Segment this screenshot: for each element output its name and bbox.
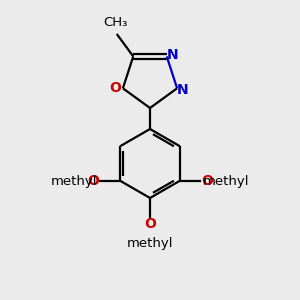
Text: N: N (177, 83, 188, 97)
Text: methyl: methyl (203, 175, 250, 188)
Text: methyl: methyl (50, 175, 97, 188)
Text: O: O (110, 81, 121, 95)
Text: CH₃: CH₃ (104, 16, 128, 29)
Text: methyl: methyl (127, 236, 173, 250)
Text: N: N (166, 48, 178, 62)
Text: O: O (201, 174, 213, 188)
Text: O: O (87, 174, 99, 188)
Text: O: O (144, 217, 156, 230)
